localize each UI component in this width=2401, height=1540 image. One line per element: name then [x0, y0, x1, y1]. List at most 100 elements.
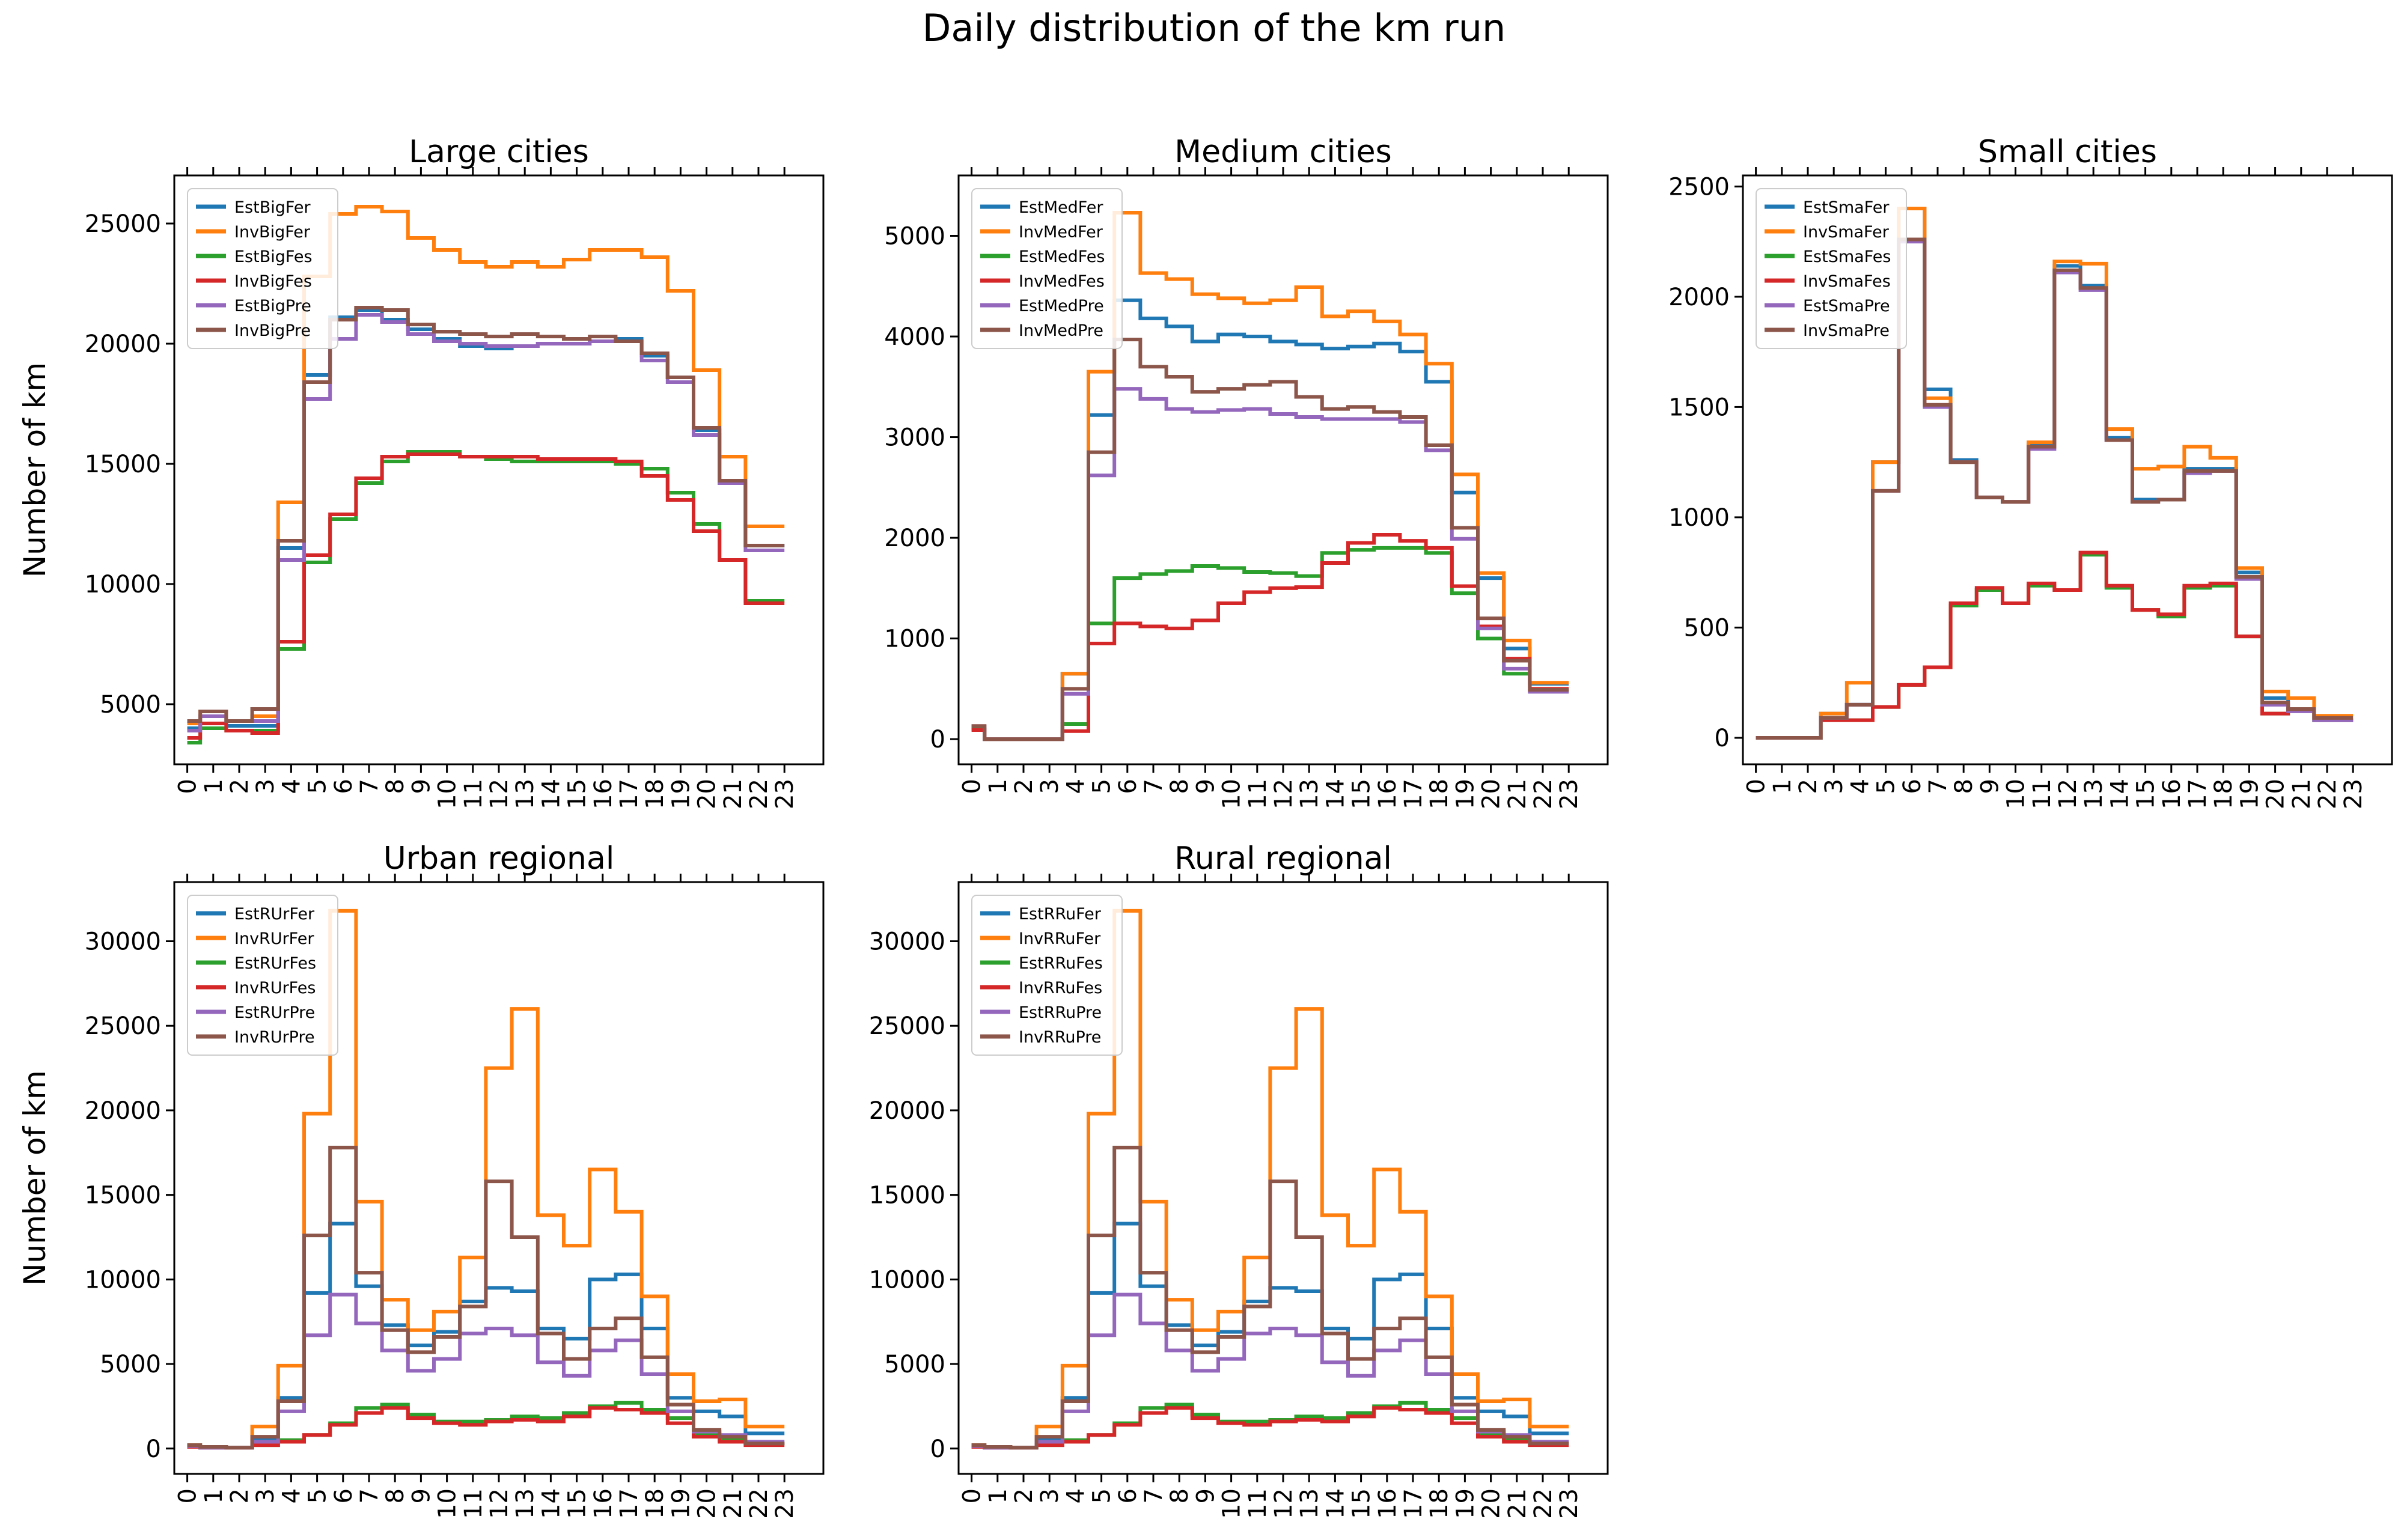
y-tick-label: 25000: [85, 210, 161, 238]
legend: [971, 188, 1123, 349]
legend-entry: InvRRuFes: [1019, 979, 1102, 997]
x-tick-label: 12: [1270, 1488, 1298, 1519]
y-tick-label: 2000: [1668, 284, 1730, 311]
x-tick-label: 2: [1010, 779, 1038, 794]
x-tick-label: 5: [1088, 1488, 1116, 1503]
y-tick-label: 20000: [869, 1097, 945, 1125]
y-tick-label: 0: [930, 1435, 945, 1463]
y-tick-label: 1500: [1668, 394, 1730, 421]
x-tick-label: 4: [278, 779, 305, 794]
x-tick-label: 14: [1322, 779, 1349, 809]
x-tick-label: 3: [1820, 779, 1848, 794]
x-tick-label: 17: [1400, 779, 1427, 809]
legend-entry: EstBigFer: [234, 198, 311, 217]
x-tick-label: 1: [200, 1488, 228, 1503]
y-tick-label: 20000: [85, 1097, 161, 1125]
x-tick-label: 14: [1322, 1488, 1349, 1519]
x-tick-label: 8: [1166, 779, 1194, 794]
x-tick-label: 23: [2340, 779, 2367, 809]
y-tick-label: 20000: [85, 330, 161, 358]
x-tick-label: 11: [460, 779, 487, 809]
y-tick-label: 5000: [884, 223, 945, 251]
subplot-3: Small cities0500100015002000250001234567…: [1668, 134, 2393, 809]
series-line-InvRRuFes: [971, 1406, 1569, 1450]
legend-entry: InvMedPre: [1019, 321, 1103, 340]
legend-entry: EstBigPre: [234, 297, 311, 315]
legend-entry: EstMedFes: [1019, 248, 1105, 266]
legend: [187, 895, 338, 1056]
legend-entry: InvBigFer: [234, 223, 311, 242]
x-tick-label: 10: [434, 1488, 462, 1519]
x-tick-label: 5: [1873, 779, 1900, 794]
x-tick-label: 16: [1374, 779, 1402, 809]
subplot-title: Urban regional: [383, 841, 615, 877]
series-line-EstRRuPre: [971, 1292, 1569, 1450]
y-tick-label: 0: [930, 726, 945, 753]
x-tick-label: 22: [745, 1488, 773, 1519]
x-tick-label: 8: [382, 779, 409, 794]
x-tick-label: 2: [1795, 779, 1822, 794]
plot-frame: [173, 881, 825, 1475]
x-tick-label: 6: [330, 779, 358, 794]
series-line-InvRUrFes: [187, 1406, 785, 1450]
y-tick-label: 25000: [869, 1012, 945, 1040]
y-tick-label: 0: [146, 1435, 161, 1463]
x-tick-label: 16: [590, 1488, 617, 1519]
x-tick-label: 16: [2158, 779, 2186, 809]
x-tick-label: 19: [667, 779, 695, 809]
y-tick-label: 10000: [85, 1266, 161, 1294]
x-tick-label: 21: [1504, 1488, 1531, 1519]
series-line-InvBigPre: [187, 306, 785, 723]
x-tick-label: 7: [1140, 779, 1168, 794]
y-tick-label: 25000: [85, 1012, 161, 1040]
series-line-InvRRuPre: [971, 1145, 1569, 1450]
legend-entry: EstRRuPre: [1019, 1003, 1102, 1022]
x-tick-label: 20: [2262, 779, 2290, 809]
x-tick-label: 11: [2028, 779, 2056, 809]
x-tick-label: 12: [1270, 779, 1298, 809]
legend-entry: InvRRuPre: [1019, 1028, 1101, 1047]
x-tick-label: 22: [1530, 1488, 1557, 1519]
x-tick-label: 18: [1426, 1488, 1453, 1519]
series-line-InvSmaFes: [1756, 550, 2354, 740]
series-line-InvBigFes: [187, 452, 785, 740]
x-tick-label: 2: [226, 1488, 254, 1503]
y-tick-label: 10000: [869, 1266, 945, 1294]
x-tick-label: 11: [1244, 1488, 1272, 1519]
legend-entry: InvMedFes: [1019, 272, 1105, 291]
x-tick-label: 17: [2184, 779, 2212, 809]
legend-entry: EstSmaFes: [1803, 248, 1891, 266]
x-tick-label: 1: [200, 779, 228, 794]
legend-entry: InvBigPre: [234, 321, 311, 340]
x-tick-label: 21: [719, 779, 747, 809]
series-line-InvMedFes: [971, 533, 1569, 741]
y-tick-label: 1000: [1668, 504, 1730, 532]
x-tick-label: 9: [407, 1488, 435, 1503]
x-tick-label: 4: [1062, 1488, 1090, 1503]
legend-entry: EstBigFes: [234, 248, 313, 266]
x-tick-label: 19: [2236, 779, 2263, 809]
x-tick-label: 21: [2288, 779, 2316, 809]
y-tick-label: 5000: [100, 691, 161, 719]
y-tick-label: 1000: [884, 625, 945, 653]
x-tick-label: 20: [694, 779, 721, 809]
plot-frame: [957, 174, 1609, 765]
x-tick-label: 18: [2210, 779, 2238, 809]
x-tick-label: 10: [434, 779, 462, 809]
x-tick-label: 9: [407, 779, 435, 794]
x-tick-label: 6: [1114, 1488, 1142, 1503]
x-tick-label: 14: [537, 1488, 565, 1519]
x-tick-label: 6: [1114, 779, 1142, 794]
x-tick-label: 23: [771, 779, 799, 809]
x-tick-label: 20: [694, 1488, 721, 1519]
x-tick-label: 3: [1036, 779, 1064, 794]
legend-entry: EstMedPre: [1019, 297, 1104, 315]
legend-entry: InvSmaFes: [1803, 272, 1891, 291]
x-tick-label: 12: [486, 779, 513, 809]
legend-entry: EstRUrFer: [234, 905, 315, 924]
x-tick-label: 11: [460, 1488, 487, 1519]
subplot-title: Large cities: [409, 134, 589, 170]
y-tick-label: 2500: [1668, 173, 1730, 201]
legend-entry: InvMedFer: [1019, 223, 1103, 242]
y-tick-label: 15000: [869, 1182, 945, 1210]
